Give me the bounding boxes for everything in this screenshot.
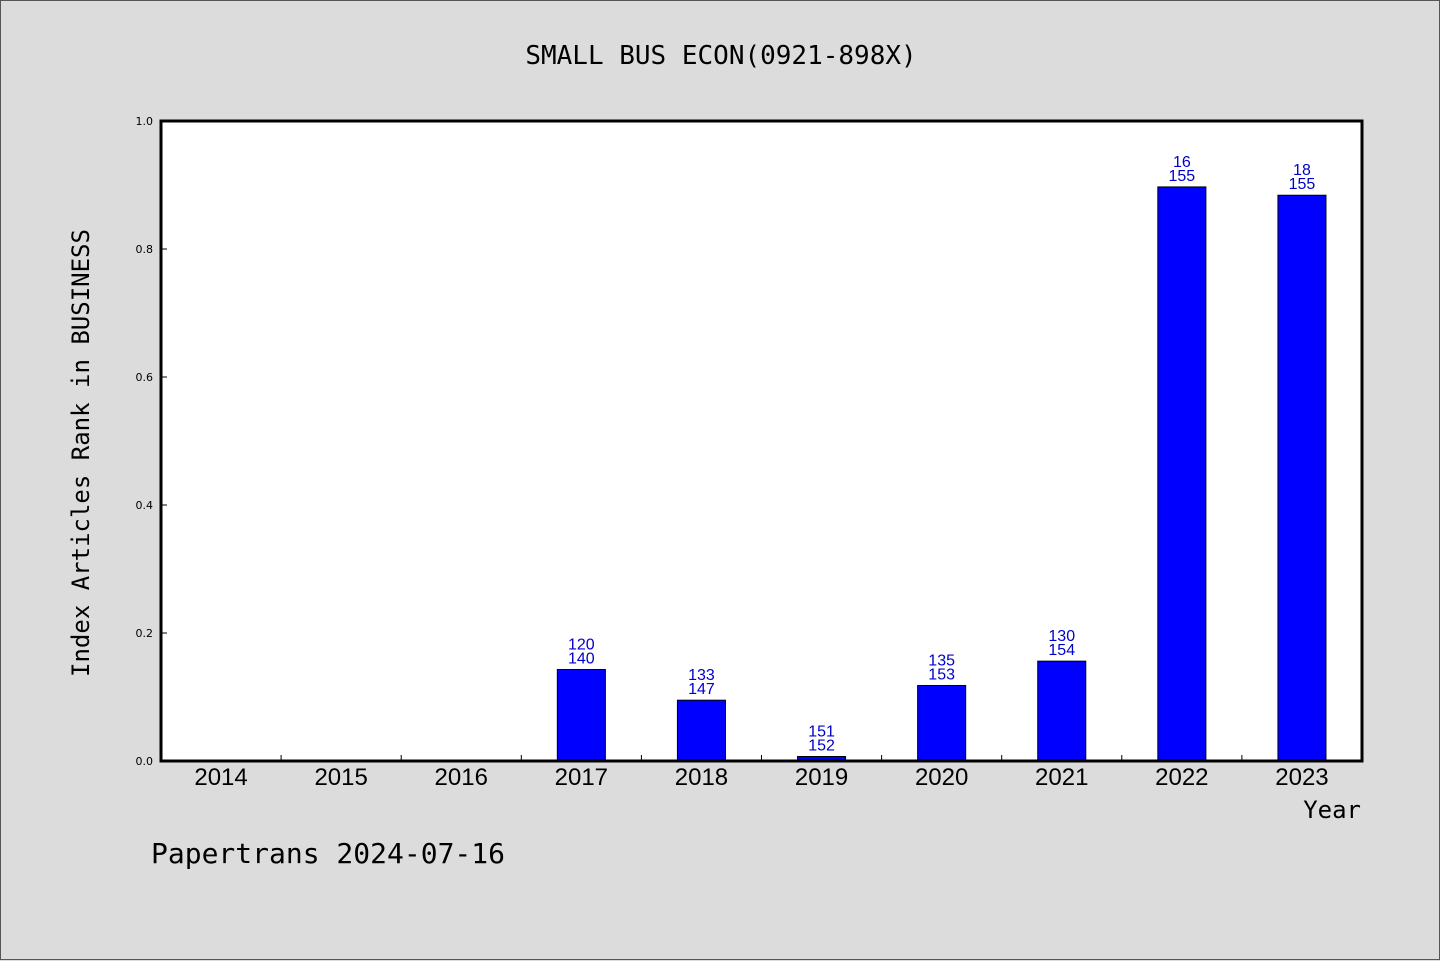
bar xyxy=(1277,194,1327,762)
y-tick-label: 0.0 xyxy=(136,755,154,768)
x-tick-label: 2020 xyxy=(915,764,968,791)
bar xyxy=(556,668,606,762)
bar-label-rank: 120 xyxy=(568,636,595,653)
bar-label-total: 153 xyxy=(928,666,955,683)
x-tick-label: 2017 xyxy=(555,764,608,791)
y-tick-label: 0.6 xyxy=(136,371,154,384)
bar-label-total: 155 xyxy=(1289,176,1316,193)
x-axis-label: Year xyxy=(1303,796,1361,824)
bar-label-rank: 130 xyxy=(1048,628,1075,645)
y-tick-label: 0.8 xyxy=(136,243,154,256)
y-tick-label: 1.0 xyxy=(136,115,154,128)
footer-credit: Papertrans 2024-07-16 xyxy=(151,837,505,870)
x-tick-label: 2018 xyxy=(675,764,728,791)
bar-label-rank: 135 xyxy=(928,652,955,669)
x-tick-label: 2021 xyxy=(1035,764,1088,791)
bar-label-rank: 151 xyxy=(808,724,835,741)
bar-label-rank: 18 xyxy=(1293,162,1311,179)
bar-label-total: 152 xyxy=(808,738,835,755)
bar-label-total: 140 xyxy=(568,650,595,667)
bar xyxy=(917,684,967,762)
plot-border xyxy=(159,119,1364,763)
bar xyxy=(676,699,726,762)
chart-title: SMALL BUS ECON(0921-898X) xyxy=(525,41,916,71)
y-axis-label: Index Articles Rank in BUSINESS xyxy=(67,229,95,677)
x-tick-label: 2014 xyxy=(194,764,247,791)
x-tick-label: 2023 xyxy=(1275,764,1328,791)
x-tick-label: 2016 xyxy=(435,764,488,791)
x-tick-label: 2022 xyxy=(1155,764,1208,791)
bar-label-rank: 16 xyxy=(1173,154,1191,171)
bar xyxy=(1037,660,1087,762)
bar-label-total: 154 xyxy=(1048,642,1075,659)
x-tick-label: 2015 xyxy=(314,764,367,791)
y-tick-label: 0.2 xyxy=(136,627,154,640)
bar-label-total: 155 xyxy=(1168,168,1195,185)
bar-label-total: 147 xyxy=(688,681,715,698)
bar xyxy=(1157,186,1207,762)
bar-label-rank: 133 xyxy=(688,667,715,684)
x-tick-label: 2019 xyxy=(795,764,848,791)
y-tick-label: 0.4 xyxy=(136,499,154,512)
